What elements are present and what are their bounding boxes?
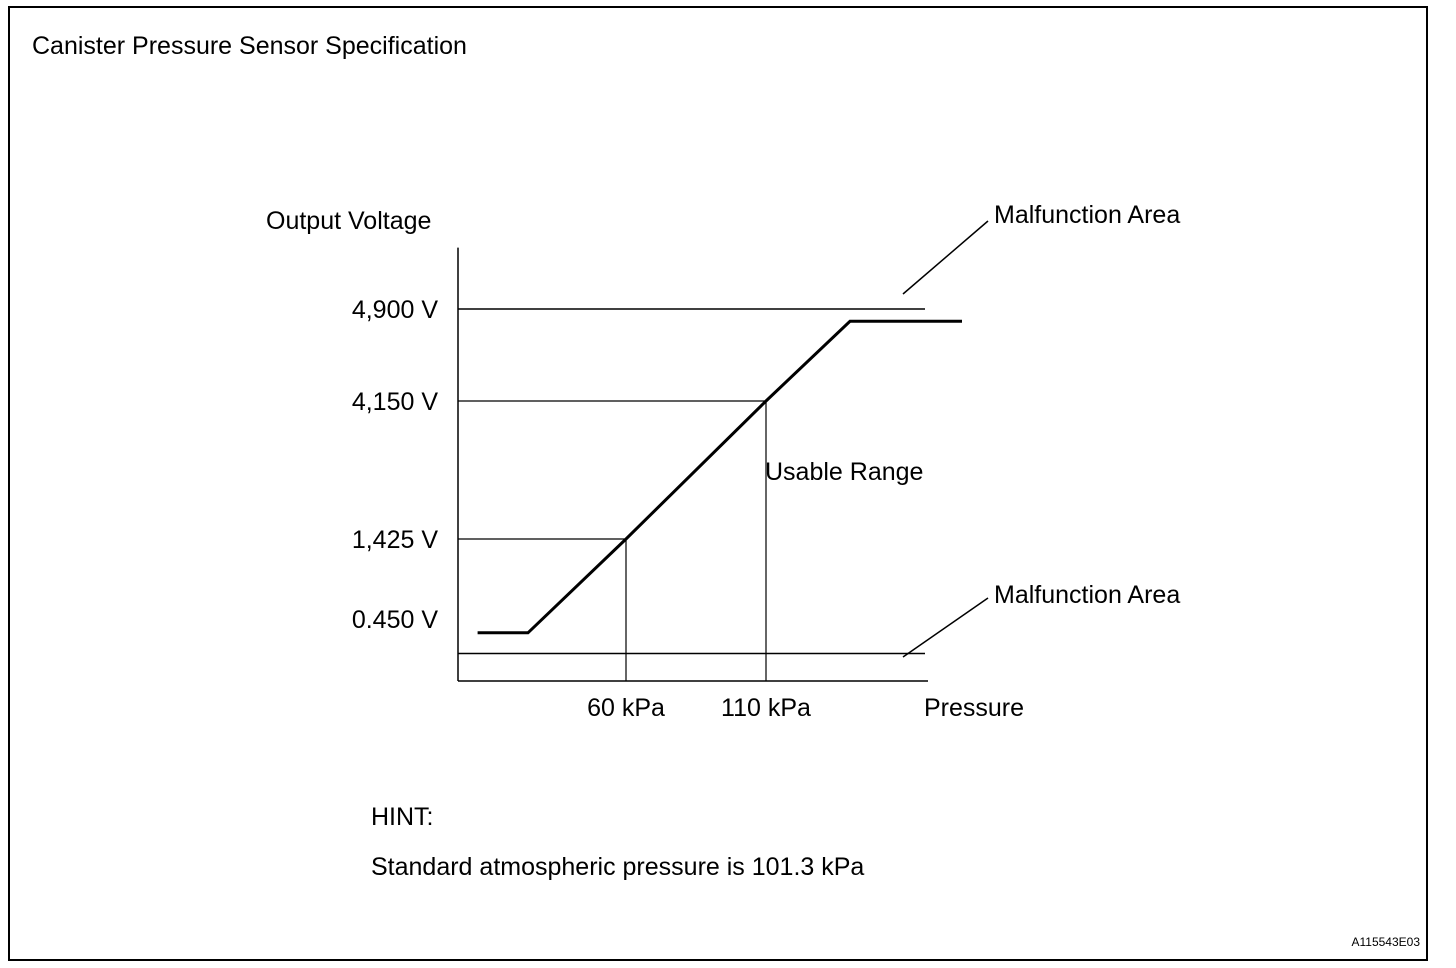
sensor-output-line <box>477 319 962 635</box>
figure-frame <box>8 6 1428 961</box>
x-tick-label: 60 kPa <box>587 694 665 722</box>
malfunction-area-upper-label: Malfunction Area <box>994 201 1180 229</box>
y-tick-label: 4,900 V <box>352 296 439 324</box>
y-axis-label: Output Voltage <box>266 207 431 235</box>
x-axis-label: Pressure <box>924 694 1024 722</box>
malfunction-lower-leader <box>902 597 989 658</box>
malfunction-area-lower-label: Malfunction Area <box>994 581 1180 609</box>
usable-range-label: Usable Range <box>765 458 923 486</box>
hint-text: Standard atmospheric pressure is 101.3 k… <box>371 853 865 881</box>
y-tick-label: 1,425 V <box>352 526 439 554</box>
hint-label: HINT: <box>371 803 434 831</box>
figure-code: A115543E03 <box>1351 935 1420 949</box>
x-tick-label: 110 kPa <box>721 694 811 722</box>
y-tick-label: 4,150 V <box>352 388 439 416</box>
malfunction-upper-leader <box>902 220 989 295</box>
figure-title: Canister Pressure Sensor Specification <box>32 32 467 60</box>
y-tick-label: 0.450 V <box>352 606 439 634</box>
